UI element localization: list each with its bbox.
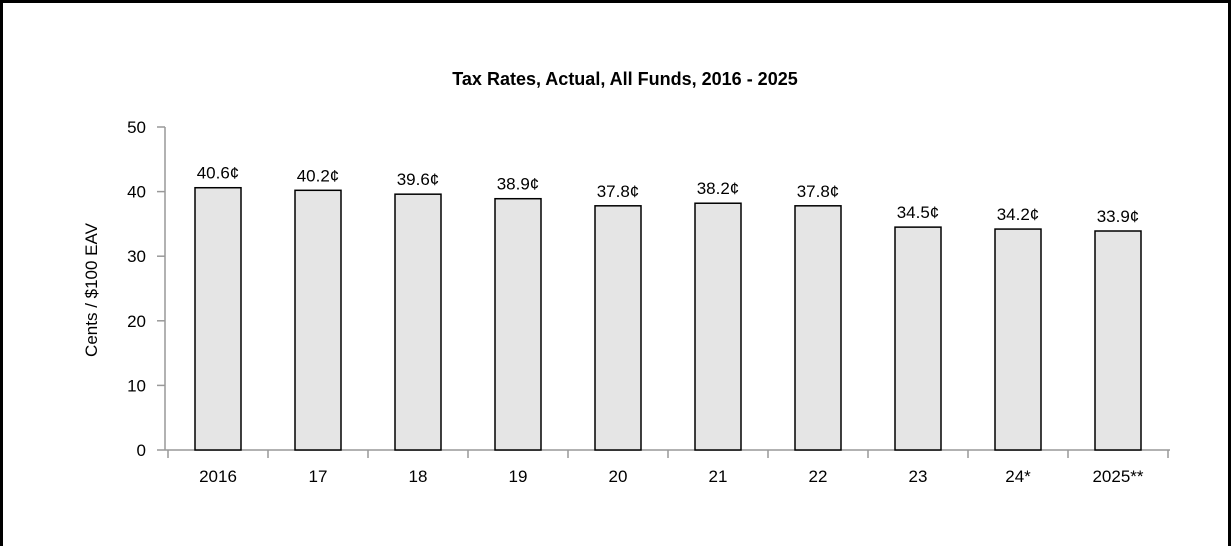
data-label: 37.8¢ (597, 182, 640, 201)
bar (694, 202, 742, 451)
x-tick-label: 24* (1005, 467, 1031, 486)
y-tick-label: 20 (127, 312, 146, 331)
x-tick-label: 22 (809, 467, 828, 486)
x-tick-label: 23 (909, 467, 928, 486)
data-label: 34.5¢ (897, 203, 940, 222)
data-label: 39.6¢ (397, 170, 440, 189)
y-tick-label: 30 (127, 247, 146, 266)
bar (594, 205, 642, 451)
data-label: 34.2¢ (997, 205, 1040, 224)
y-axis-label: Cents / $100 EAV (82, 222, 101, 357)
x-tick-label: 17 (309, 467, 328, 486)
x-tick-label: 2025** (1092, 467, 1143, 486)
x-tick-label: 2016 (199, 467, 237, 486)
data-label: 38.2¢ (697, 179, 740, 198)
x-axis: 2016 17 18 19 20 21 22 23 24* 2025** (165, 449, 1170, 486)
data-label: 40.2¢ (297, 166, 340, 185)
bars (194, 186, 1142, 451)
bar (894, 226, 942, 451)
bar (194, 186, 242, 451)
bar (994, 228, 1042, 451)
x-tick-label: 20 (609, 467, 628, 486)
data-labels: 40.6¢ 40.2¢ 39.6¢ 38.9¢ 37.8¢ 38.2¢ 37.8¢ 34.5¢… (197, 164, 1140, 226)
data-label: 33.9¢ (1097, 207, 1140, 226)
x-tick-label: 21 (709, 467, 728, 486)
y-tick-label: 40 (127, 183, 146, 202)
y-tick-label: 50 (127, 118, 146, 137)
bar (1094, 230, 1142, 451)
x-tick-label: 19 (509, 467, 528, 486)
x-tick-label: 18 (409, 467, 428, 486)
bar (294, 189, 342, 451)
y-tick-label: 10 (127, 376, 146, 395)
data-label: 37.8¢ (797, 182, 840, 201)
bar (794, 205, 842, 451)
chart-title: Tax Rates, Actual, All Funds, 2016 - 202… (452, 69, 797, 89)
data-label: 38.9¢ (497, 175, 540, 194)
bar (394, 193, 442, 451)
bar (494, 197, 542, 451)
y-tick-label: 0 (137, 441, 146, 460)
data-label: 40.6¢ (197, 164, 240, 183)
y-axis: 0 10 20 30 40 50 (127, 118, 166, 460)
